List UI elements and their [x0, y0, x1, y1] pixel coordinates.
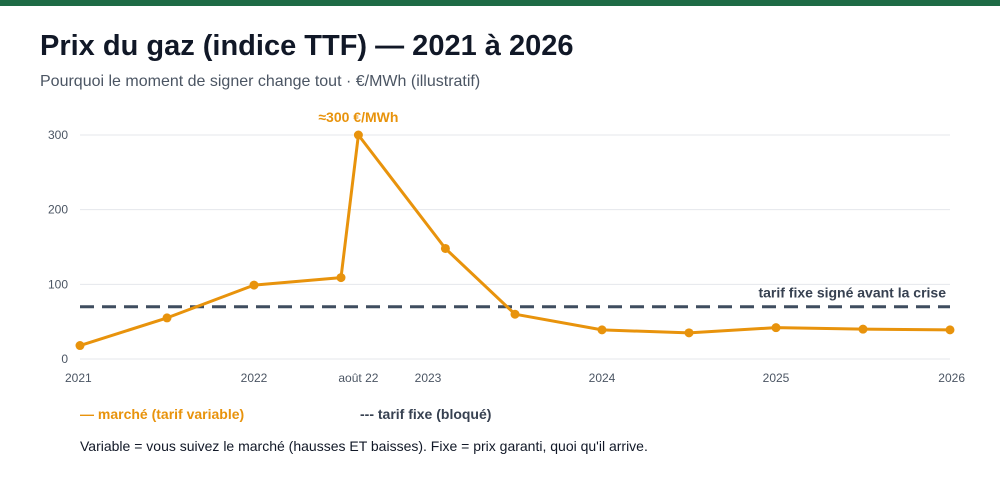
chart-subtitle: Pourquoi le moment de signer change tout… — [40, 73, 481, 90]
market-point-5 — [440, 243, 450, 253]
market-point-6 — [510, 309, 520, 319]
market-point-8 — [684, 328, 694, 338]
x-axis-ticks: 2021 2022 août 22 2023 2024 2025 2026 — [65, 371, 965, 385]
chart-title: Prix du gaz (indice TTF) — 2021 à 2026 — [40, 30, 574, 62]
y-axis-ticks: 0 100 200 300 — [48, 128, 68, 366]
x-tick-label-2022: 2022 — [241, 371, 268, 385]
gridlines — [80, 134, 950, 360]
market-point-10 — [858, 324, 868, 334]
market-price-line — [79, 133, 951, 348]
legend-item-fixed: --- tarif fixe (bloqué) — [360, 406, 492, 422]
x-tick-label-août 22: août 22 — [338, 371, 378, 385]
y-tick-label-0: 0 — [61, 352, 68, 366]
market-series — [75, 130, 955, 351]
x-tick-label-2023: 2023 — [415, 371, 442, 385]
market-point-9 — [771, 323, 781, 333]
fixed-annotation: tarif fixe signé avant la crise — [758, 285, 946, 301]
y-tick-label-100: 100 — [48, 277, 68, 291]
y-tick-label-200: 200 — [48, 203, 68, 217]
x-tick-label-2026: 2026 — [938, 371, 965, 385]
market-point-1 — [162, 313, 172, 323]
y-tick-label-300: 300 — [48, 128, 68, 142]
market-point-11 — [945, 325, 955, 335]
brand-bar — [0, 0, 1000, 6]
x-tick-label-2025: 2025 — [763, 371, 790, 385]
market-point-4 — [353, 130, 363, 140]
market-point-7 — [597, 325, 607, 335]
annotations: ≈300 €/MWh tarif fixe signé avant la cris… — [318, 109, 946, 301]
market-point-2 — [249, 280, 259, 290]
x-tick-label-2021: 2021 — [65, 371, 92, 385]
market-point-0 — [75, 341, 85, 351]
market-point-3 — [336, 273, 346, 283]
footnote: Variable = vous suivez le marché (hausse… — [80, 438, 648, 454]
peak-annotation: ≈300 €/MWh — [318, 109, 398, 125]
legend-item-market: — marché (tarif variable) — [80, 406, 245, 422]
x-tick-label-2024: 2024 — [589, 371, 616, 385]
